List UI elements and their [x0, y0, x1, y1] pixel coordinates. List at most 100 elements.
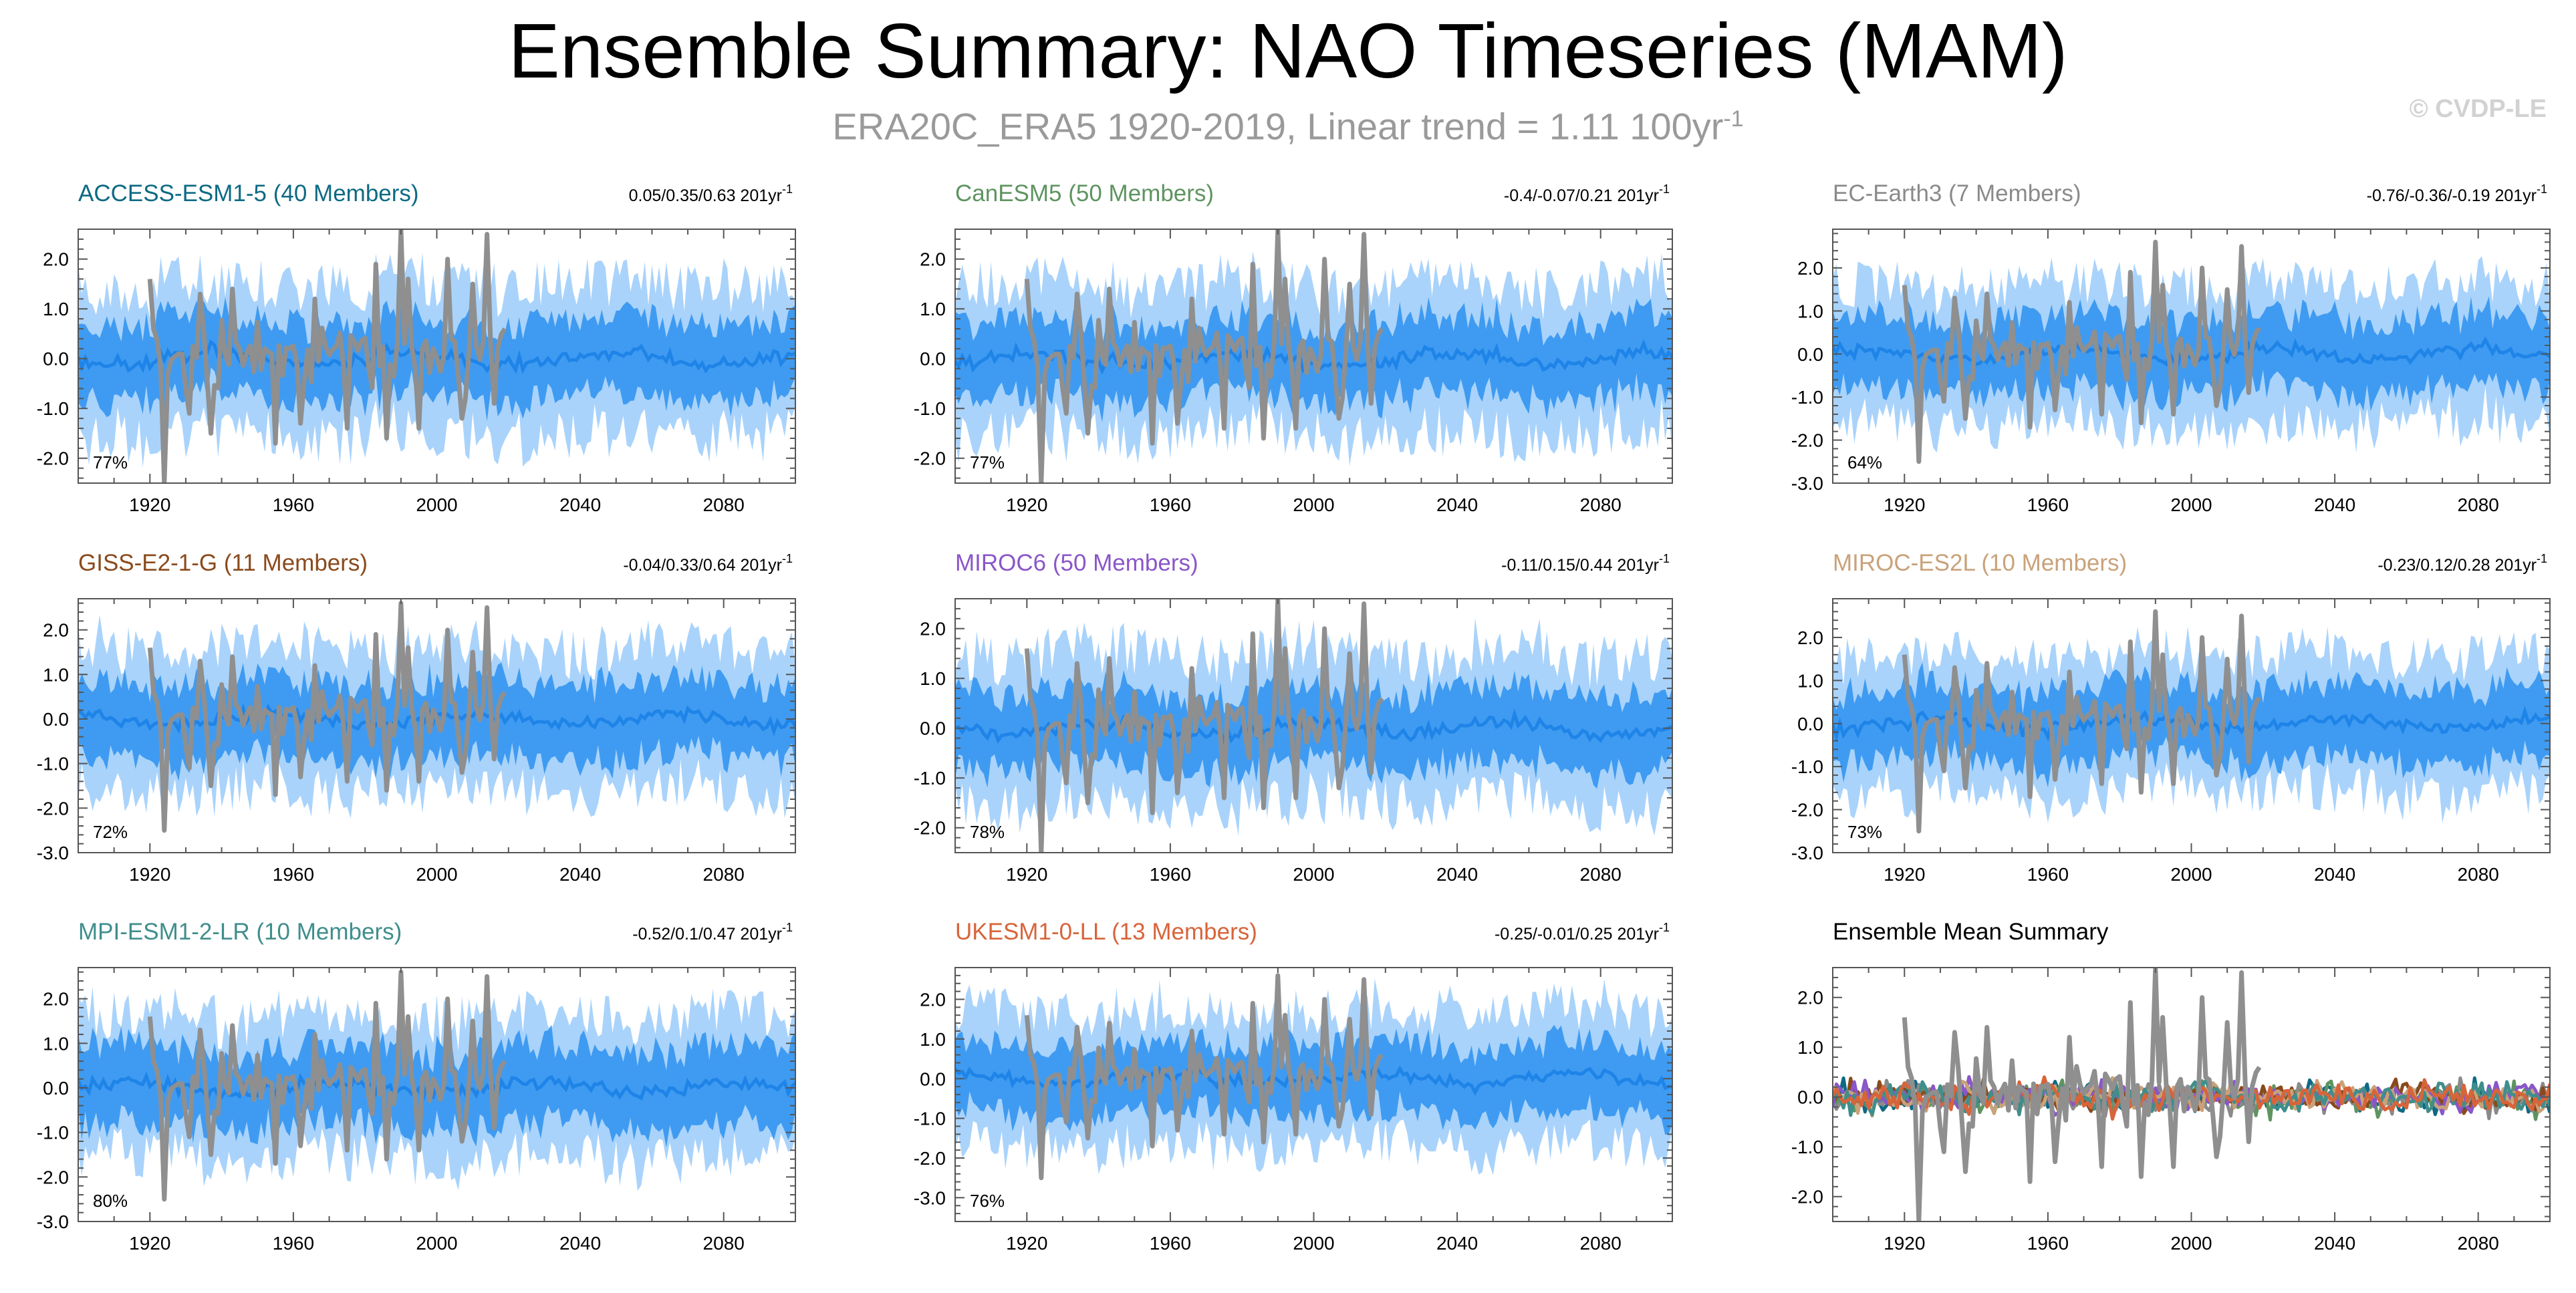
chart-panel: 1920 1960 2000 2040 2080 -2.0 -1.0 0.0 1.0 2.0 Ens… — [1791, 919, 2551, 1254]
y-tick-label: 0.0 — [920, 1068, 946, 1089]
x-tick-label: 2000 — [2170, 494, 2212, 515]
y-tick-label: 2.0 — [1797, 988, 1823, 1008]
x-tick-label: 2040 — [2314, 1233, 2355, 1254]
subtitle-superscript: -1 — [1723, 106, 1744, 132]
plot-area — [955, 973, 1672, 1181]
x-tick-label: 2000 — [416, 1233, 457, 1254]
x-tick-label: 1960 — [273, 864, 314, 885]
panel-trend-label: -0.23/0.12/0.28 201yr-1 — [2377, 552, 2547, 575]
x-tick-label: 1920 — [1006, 1233, 1047, 1254]
y-tick-label: -3.0 — [1791, 473, 1823, 494]
panel-title: MIROC-ES2L (10 Members) — [1833, 550, 2127, 576]
chart-panel: 1920 1960 2000 2040 2080 -2.0 -1.0 0.0 1.0 2.0 MIR… — [914, 550, 1673, 885]
x-tick-label: 1920 — [129, 1233, 170, 1254]
panel-trend-label: -0.4/-0.07/0.21 201yr-1 — [1504, 182, 1670, 205]
panel-percent-label: 64% — [1847, 452, 1882, 472]
trend-superscript: -1 — [1659, 921, 1670, 934]
panel-title: Ensemble Mean Summary — [1833, 919, 2109, 945]
x-tick-label: 2080 — [2458, 864, 2499, 885]
x-tick-label: 2040 — [1436, 494, 1478, 515]
y-tick-label: -1.0 — [914, 398, 946, 419]
subtitle-text: ERA20C_ERA5 1920-2019, Linear trend = 1.… — [832, 105, 1724, 148]
x-tick-label: 1920 — [1006, 494, 1047, 515]
panel-percent-label: 78% — [970, 822, 1005, 842]
y-tick-label: 1.0 — [1797, 301, 1823, 321]
trend-superscript: -1 — [1659, 182, 1670, 196]
x-tick-label: 2080 — [703, 1233, 745, 1254]
y-tick-label: -1.0 — [1791, 756, 1823, 777]
trend-text: -0.4/-0.07/0.21 201yr — [1504, 186, 1659, 205]
trend-superscript: -1 — [782, 182, 793, 196]
plot-area — [1833, 239, 2550, 464]
y-tick-label: -3.0 — [914, 1187, 946, 1208]
y-tick-label: -3.0 — [37, 1211, 69, 1232]
trend-superscript: -1 — [782, 552, 793, 565]
y-tick-label: 1.0 — [920, 299, 946, 319]
x-tick-label: 2040 — [2314, 864, 2355, 885]
y-tick-label: 0.0 — [1797, 1087, 1823, 1108]
y-tick-label: -2.0 — [1791, 800, 1823, 821]
x-tick-label: 2040 — [1436, 1233, 1478, 1254]
trend-superscript: -1 — [2537, 182, 2547, 196]
plot-area — [955, 599, 1672, 853]
chart-panel: 1920 1960 2000 2040 2080 -2.0 -1.0 0.0 1.0 2.0 Can… — [914, 180, 1673, 515]
x-tick-label: 1960 — [1150, 1233, 1191, 1254]
panel-percent-label: 77% — [93, 452, 128, 472]
plot-area — [78, 601, 795, 833]
x-tick-label: 2000 — [2170, 864, 2212, 885]
chart-panel: 1920 1960 2000 2040 2080 -2.0 -1.0 0.0 1.0 2.0 ACC… — [37, 180, 796, 515]
x-tick-label: 2080 — [1580, 1233, 1622, 1254]
y-tick-label: 0.0 — [1797, 714, 1823, 734]
chart-panel: 1920 1960 2000 2040 2080 -3.0 -2.0 -1.0 0.0 1.0 2.… — [1791, 550, 2551, 885]
x-tick-label: 2000 — [1293, 494, 1334, 515]
trend-text: -0.23/0.12/0.28 201yr — [2377, 556, 2537, 575]
panel-trend-label: -0.52/0.1/0.47 201yr-1 — [632, 921, 793, 944]
x-tick-label: 1960 — [273, 1233, 314, 1254]
x-tick-label: 1960 — [1150, 494, 1191, 515]
observed-series-line — [147, 601, 507, 833]
panel-percent-label: 76% — [970, 1191, 1005, 1211]
x-tick-label: 1960 — [2027, 1233, 2069, 1254]
copyright-label: © CVDP-LE — [2409, 95, 2547, 123]
chart-panel: 1920 1960 2000 2040 2080 -3.0 -2.0 -1.0 0.0 1.0 2.… — [1791, 180, 2551, 515]
trend-superscript: -1 — [1659, 552, 1670, 565]
y-tick-label: 0.0 — [920, 349, 946, 370]
trend-superscript: -1 — [782, 921, 793, 934]
x-tick-label: 2040 — [1436, 864, 1478, 885]
panel-title: EC-Earth3 (7 Members) — [1833, 180, 2081, 206]
panel-title: CanESM5 (50 Members) — [955, 180, 1214, 206]
panel-trend-label: -0.25/-0.01/0.25 201yr-1 — [1495, 921, 1670, 944]
observed-series-line — [1024, 229, 1384, 483]
panel-trend-label: 0.05/0.35/0.63 201yr-1 — [629, 182, 793, 205]
x-tick-label: 2040 — [559, 494, 601, 515]
y-tick-label: -1.0 — [914, 1109, 946, 1129]
x-tick-label: 1960 — [1150, 864, 1191, 885]
x-tick-label: 1920 — [1884, 1233, 1925, 1254]
trend-text: -0.76/-0.36/-0.19 201yr — [2367, 186, 2537, 205]
y-tick-label: -1.0 — [914, 768, 946, 788]
y-tick-label: 2.0 — [43, 249, 69, 270]
panel-trend-label: -0.76/-0.36/-0.19 201yr-1 — [2367, 182, 2547, 205]
y-tick-label: -1.0 — [37, 1123, 69, 1143]
y-tick-label: 2.0 — [1797, 258, 1823, 279]
trend-superscript: -1 — [2537, 552, 2547, 565]
x-tick-label: 2080 — [2458, 1233, 2499, 1254]
x-tick-label: 1960 — [2027, 494, 2069, 515]
panel-title: MIROC6 (50 Members) — [955, 550, 1198, 576]
x-tick-label: 2040 — [559, 864, 601, 885]
panel-trend-label: -0.04/0.33/0.64 201yr-1 — [623, 552, 793, 575]
y-tick-label: 0.0 — [43, 709, 69, 730]
observed-series-line — [1902, 968, 2262, 1222]
y-tick-label: 0.0 — [920, 718, 946, 739]
x-tick-label: 2000 — [416, 864, 457, 885]
observed-series-line — [1902, 239, 2262, 464]
y-tick-label: 2.0 — [920, 990, 946, 1010]
x-tick-label: 2080 — [1580, 864, 1622, 885]
y-tick-label: 1.0 — [1797, 670, 1823, 691]
x-tick-label: 2080 — [703, 494, 745, 515]
x-tick-label: 2080 — [1580, 494, 1622, 515]
observed-series-line — [1902, 609, 2262, 834]
y-tick-label: 1.0 — [43, 664, 69, 685]
x-tick-label: 1920 — [129, 864, 170, 885]
